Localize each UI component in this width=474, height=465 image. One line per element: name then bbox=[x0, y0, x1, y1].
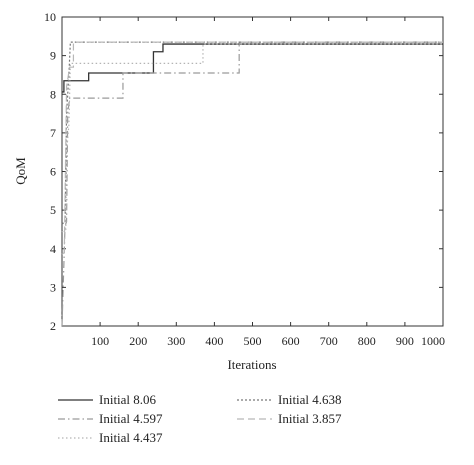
series-line-initial-3-857 bbox=[61, 41, 443, 255]
legend-item-initial-4-437: Initial 4.437 bbox=[58, 430, 163, 445]
x-tick-label: 300 bbox=[167, 334, 185, 348]
y-tick-label: 3 bbox=[50, 280, 56, 294]
x-tick-label: 900 bbox=[396, 334, 414, 348]
x-axis-title: Iterations bbox=[227, 357, 276, 372]
x-tick-label: 700 bbox=[320, 334, 338, 348]
y-tick-label: 9 bbox=[50, 49, 56, 63]
legend-item-initial-8-06: Initial 8.06 bbox=[58, 392, 157, 407]
x-axis-ticks: 100 200 300 400 500 600 700 800 900 1000 bbox=[91, 17, 445, 348]
y-tick-label: 6 bbox=[50, 165, 56, 179]
x-tick-label: 400 bbox=[205, 334, 223, 348]
series-layer bbox=[61, 41, 443, 327]
legend-label-initial-4-597: Initial 4.597 bbox=[99, 411, 163, 426]
legend-label-initial-4-437: Initial 4.437 bbox=[99, 430, 163, 445]
x-tick-label: 800 bbox=[358, 334, 376, 348]
series-line-initial-8-06 bbox=[62, 43, 443, 93]
x-tick-label: 500 bbox=[244, 334, 262, 348]
series-line-initial-4-437 bbox=[61, 43, 443, 233]
x-tick-label: 200 bbox=[129, 334, 147, 348]
legend-item-initial-4-597: Initial 4.597 bbox=[58, 411, 163, 426]
plot-frame bbox=[61, 16, 444, 327]
legend-label-initial-4-638: Initial 4.638 bbox=[278, 392, 342, 407]
legend-item-initial-3-857: Initial 3.857 bbox=[237, 411, 342, 426]
legend: Initial 8.06 Initial 4.597 Initial 4.437… bbox=[58, 392, 342, 445]
legend-label-initial-8-06: Initial 8.06 bbox=[99, 392, 157, 407]
series-line-initial-4-638 bbox=[61, 41, 443, 225]
y-axis-ticks: 2 3 4 5 6 7 8 9 10 bbox=[44, 10, 443, 333]
x-tick-label: 600 bbox=[282, 334, 300, 348]
x-tick-label: 1000 bbox=[421, 334, 445, 348]
series-line-initial-4-597 bbox=[61, 41, 443, 327]
y-tick-label: 5 bbox=[50, 203, 56, 217]
y-tick-label: 10 bbox=[44, 10, 56, 24]
legend-label-initial-3-857: Initial 3.857 bbox=[278, 411, 342, 426]
y-axis-title: QoM bbox=[13, 157, 28, 185]
y-tick-label: 2 bbox=[50, 319, 56, 333]
y-tick-label: 8 bbox=[50, 87, 56, 101]
y-tick-label: 4 bbox=[50, 242, 56, 256]
legend-item-initial-4-638: Initial 4.638 bbox=[237, 392, 342, 407]
y-tick-label: 7 bbox=[50, 126, 56, 140]
x-tick-label: 100 bbox=[91, 334, 109, 348]
